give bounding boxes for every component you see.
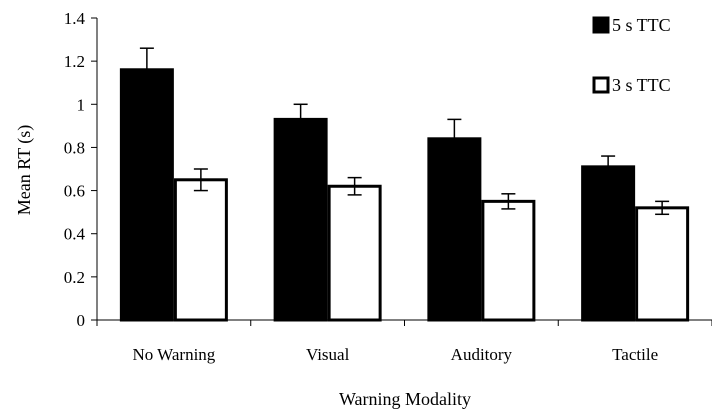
y-tick-label: 0.8 — [64, 138, 85, 157]
y-tick-label: 0 — [77, 311, 86, 330]
x-tick-label: Visual — [306, 345, 350, 364]
bar — [581, 165, 636, 322]
x-tick-label: Auditory — [451, 345, 513, 364]
y-tick-label: 0.2 — [64, 268, 85, 287]
y-axis-title: Mean RT (s) — [14, 125, 35, 216]
bar — [327, 184, 382, 322]
legend: 5 s TTC 3 s TTC — [592, 15, 671, 95]
bar — [273, 117, 328, 322]
y-tick-label: 1 — [77, 95, 86, 114]
plot-area: 0 0.2 0.4 0.6 0.8 1 1.2 1.4 No Warning Visual Audi… — [64, 9, 712, 364]
bar — [481, 199, 536, 322]
y-tick-label: 0.4 — [64, 225, 86, 244]
legend-swatch — [592, 16, 610, 34]
x-tick-label: No Warning — [132, 345, 215, 364]
y-tick-label: 1.4 — [64, 9, 86, 28]
legend-label: 3 s TTC — [612, 75, 671, 95]
bar — [173, 178, 228, 322]
bar — [635, 206, 690, 322]
bar — [427, 137, 482, 322]
x-axis-title: Warning Modality — [339, 389, 471, 409]
y-tick-label: 0.6 — [64, 182, 85, 201]
y-tick-label: 1.2 — [64, 52, 85, 71]
legend-swatch — [592, 76, 610, 94]
legend-label: 5 s TTC — [612, 15, 671, 35]
bar — [119, 68, 174, 322]
x-tick-label: Tactile — [612, 345, 658, 364]
